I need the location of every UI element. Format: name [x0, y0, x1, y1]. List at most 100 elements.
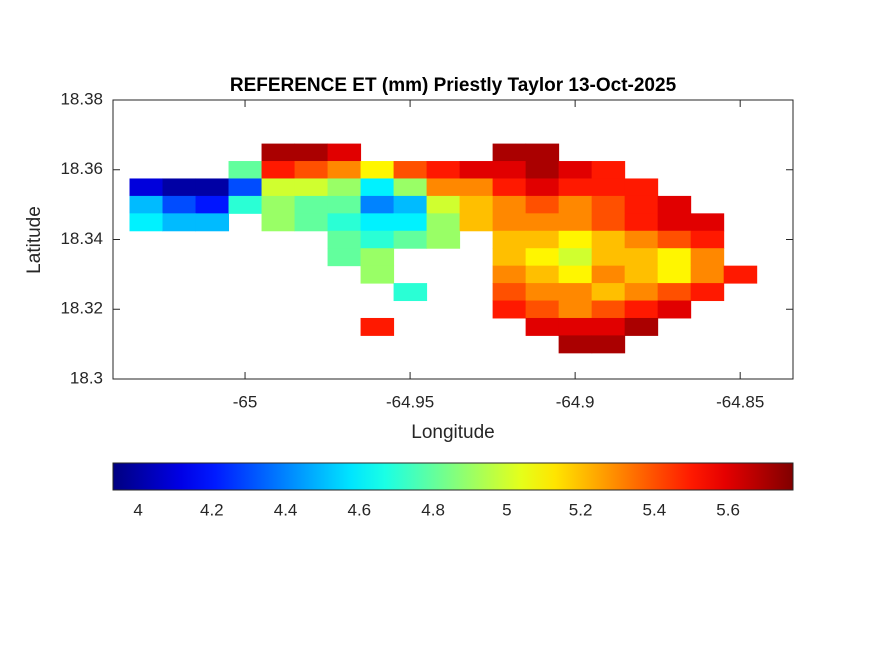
cell — [525, 317, 560, 336]
cell — [492, 161, 527, 179]
cell — [426, 213, 461, 232]
cell — [393, 178, 428, 197]
cell — [327, 248, 362, 267]
cell — [690, 248, 725, 267]
y-tick-label: 18.38 — [60, 89, 103, 108]
colorbar-tick-label: 5.2 — [569, 500, 593, 519]
cell — [459, 161, 494, 179]
cell — [426, 195, 461, 214]
cell — [393, 230, 428, 249]
cell — [558, 283, 593, 302]
cell — [624, 265, 659, 284]
cell — [657, 230, 692, 249]
cell — [591, 300, 626, 319]
cell — [591, 178, 626, 197]
colorbar-tick-label: 4 — [133, 500, 142, 519]
cell — [393, 195, 428, 214]
cell — [492, 265, 527, 284]
cell — [558, 300, 593, 319]
cell — [459, 178, 494, 197]
cell — [525, 265, 560, 284]
cell — [657, 195, 692, 214]
cell — [525, 283, 560, 302]
cell — [657, 283, 692, 302]
cell — [525, 230, 560, 249]
cell — [360, 195, 395, 214]
cell — [360, 213, 395, 232]
y-tick-label: 18.32 — [60, 299, 103, 318]
cell — [591, 195, 626, 214]
cell — [591, 248, 626, 267]
chart-title: REFERENCE ET (mm) Priestly Taylor 13-Oct… — [230, 75, 677, 96]
colorbar-tick-label: 5.4 — [643, 500, 667, 519]
cell — [690, 230, 725, 249]
cell — [558, 335, 593, 354]
cell — [294, 178, 329, 197]
y-tick-label: 18.3 — [70, 368, 103, 387]
cell — [492, 300, 527, 319]
cell — [591, 265, 626, 284]
cell — [261, 161, 296, 179]
cell — [327, 230, 362, 249]
cell — [492, 143, 527, 162]
cell — [558, 195, 593, 214]
cell — [327, 161, 362, 179]
cell — [459, 195, 494, 214]
colorbar-tick-label: 5 — [502, 500, 511, 519]
cell — [195, 195, 230, 214]
x-tick-label: -65 — [233, 392, 258, 411]
cell — [360, 161, 395, 179]
cell — [360, 248, 395, 267]
cell — [558, 248, 593, 267]
cell — [690, 265, 725, 284]
colorbar-tick-label: 4.4 — [274, 500, 298, 519]
cell — [195, 213, 230, 232]
cell — [657, 300, 692, 319]
cell — [393, 161, 428, 179]
cell — [723, 265, 758, 284]
cell — [261, 178, 296, 197]
cell — [261, 143, 296, 162]
colorbar — [112, 462, 794, 491]
cell — [558, 213, 593, 232]
heatmap — [129, 143, 758, 354]
cell — [591, 161, 626, 179]
cell — [129, 178, 164, 197]
cell — [624, 230, 659, 249]
cell — [162, 195, 197, 214]
cell — [690, 283, 725, 302]
cell — [492, 195, 527, 214]
cell — [228, 178, 263, 197]
cell — [360, 317, 395, 336]
cell — [228, 195, 263, 214]
cell — [525, 300, 560, 319]
cell — [558, 265, 593, 284]
cell — [294, 161, 329, 179]
cell — [525, 248, 560, 267]
cell — [459, 213, 494, 232]
cell — [360, 230, 395, 249]
colorbar-tick-label: 5.6 — [716, 500, 740, 519]
cell — [624, 178, 659, 197]
cell — [492, 230, 527, 249]
cell — [591, 283, 626, 302]
cell — [195, 178, 230, 197]
cell — [525, 161, 560, 179]
x-tick-label: -64.9 — [556, 392, 595, 411]
cell — [690, 213, 725, 232]
y-tick-label: 18.36 — [60, 159, 103, 178]
cell — [393, 213, 428, 232]
cell — [525, 143, 560, 162]
cell — [525, 195, 560, 214]
colorbar-tick-label: 4.2 — [200, 500, 224, 519]
cell — [327, 143, 362, 162]
cell — [426, 230, 461, 249]
cell — [294, 195, 329, 214]
cell — [492, 213, 527, 232]
cell — [591, 317, 626, 336]
cell — [657, 248, 692, 267]
cell — [591, 213, 626, 232]
cell — [525, 213, 560, 232]
cell — [624, 317, 659, 336]
